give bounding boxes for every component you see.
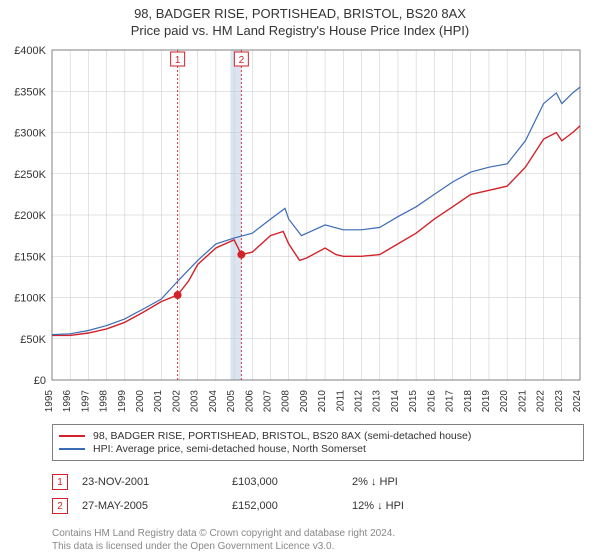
marker-price-1: £103,000 bbox=[232, 476, 352, 488]
legend-label-hpi: HPI: Average price, semi-detached house,… bbox=[93, 443, 366, 455]
svg-text:2010: 2010 bbox=[317, 390, 328, 413]
svg-text:2000: 2000 bbox=[135, 390, 146, 413]
marker-price-2: £152,000 bbox=[232, 500, 352, 512]
footer: Contains HM Land Registry data © Crown c… bbox=[52, 528, 395, 553]
marker-date-1: 23-NOV-2001 bbox=[82, 476, 232, 488]
svg-text:2005: 2005 bbox=[226, 390, 237, 413]
title-line1: 98, BADGER RISE, PORTISHEAD, BRISTOL, BS… bbox=[0, 6, 600, 21]
svg-text:2012: 2012 bbox=[354, 390, 365, 413]
svg-text:2001: 2001 bbox=[153, 390, 164, 413]
svg-text:£250K: £250K bbox=[14, 169, 46, 181]
svg-text:2009: 2009 bbox=[299, 390, 310, 413]
svg-text:2013: 2013 bbox=[372, 390, 383, 413]
legend-swatch-hpi bbox=[59, 448, 85, 450]
chart-container: 98, BADGER RISE, PORTISHEAD, BRISTOL, BS… bbox=[0, 0, 600, 560]
svg-text:2: 2 bbox=[239, 55, 245, 66]
svg-text:2003: 2003 bbox=[190, 390, 201, 413]
svg-text:£50K: £50K bbox=[20, 334, 46, 346]
svg-text:2011: 2011 bbox=[335, 390, 346, 412]
svg-text:2024: 2024 bbox=[572, 390, 583, 413]
footer-line1: Contains HM Land Registry data © Crown c… bbox=[52, 528, 395, 541]
legend-label-property: 98, BADGER RISE, PORTISHEAD, BRISTOL, BS… bbox=[93, 430, 471, 442]
svg-text:2007: 2007 bbox=[262, 390, 273, 413]
title-block: 98, BADGER RISE, PORTISHEAD, BRISTOL, BS… bbox=[0, 0, 600, 40]
marker-date-2: 27-MAY-2005 bbox=[82, 500, 232, 512]
svg-text:1999: 1999 bbox=[117, 390, 128, 413]
svg-text:1996: 1996 bbox=[62, 390, 73, 413]
chart-area: £0£50K£100K£150K£200K£250K£300K£350K£400… bbox=[52, 50, 580, 400]
svg-text:£0: £0 bbox=[34, 375, 46, 387]
svg-text:2022: 2022 bbox=[536, 390, 547, 413]
svg-text:2015: 2015 bbox=[408, 390, 419, 413]
chart-svg: £0£50K£100K£150K£200K£250K£300K£350K£400… bbox=[52, 50, 580, 420]
svg-text:2004: 2004 bbox=[208, 390, 219, 413]
svg-text:1998: 1998 bbox=[99, 390, 110, 413]
marker-delta-2: 12% ↓ HPI bbox=[352, 500, 462, 512]
svg-text:£350K: £350K bbox=[14, 86, 46, 98]
svg-text:2002: 2002 bbox=[171, 390, 182, 413]
svg-text:£300K: £300K bbox=[14, 128, 46, 140]
title-line2: Price paid vs. HM Land Registry's House … bbox=[0, 23, 600, 38]
marker-badge-2: 2 bbox=[52, 498, 68, 514]
svg-text:2014: 2014 bbox=[390, 390, 401, 413]
marker-row-1: 1 23-NOV-2001 £103,000 2% ↓ HPI bbox=[52, 474, 572, 490]
legend-box: 98, BADGER RISE, PORTISHEAD, BRISTOL, BS… bbox=[52, 424, 584, 461]
svg-text:2017: 2017 bbox=[445, 390, 456, 413]
svg-text:2020: 2020 bbox=[499, 390, 510, 413]
svg-text:1997: 1997 bbox=[80, 390, 91, 413]
svg-text:2018: 2018 bbox=[463, 390, 474, 413]
svg-text:2023: 2023 bbox=[554, 390, 565, 413]
svg-text:2008: 2008 bbox=[281, 390, 292, 413]
svg-text:2006: 2006 bbox=[244, 390, 255, 413]
svg-text:2019: 2019 bbox=[481, 390, 492, 413]
legend-swatch-property bbox=[59, 435, 85, 437]
marker-row-2: 2 27-MAY-2005 £152,000 12% ↓ HPI bbox=[52, 498, 572, 514]
footer-line2: This data is licensed under the Open Gov… bbox=[52, 541, 395, 554]
legend-row-property: 98, BADGER RISE, PORTISHEAD, BRISTOL, BS… bbox=[59, 430, 577, 442]
svg-text:£200K: £200K bbox=[14, 210, 46, 222]
svg-text:1995: 1995 bbox=[44, 390, 55, 413]
legend-row-hpi: HPI: Average price, semi-detached house,… bbox=[59, 443, 577, 455]
marker-delta-1: 2% ↓ HPI bbox=[352, 476, 462, 488]
marker-badge-1: 1 bbox=[52, 474, 68, 490]
svg-text:£150K: £150K bbox=[14, 251, 46, 263]
svg-text:2016: 2016 bbox=[426, 390, 437, 413]
svg-text:£400K: £400K bbox=[14, 45, 46, 57]
svg-text:2021: 2021 bbox=[517, 390, 528, 413]
svg-text:£100K: £100K bbox=[14, 293, 46, 305]
svg-text:1: 1 bbox=[175, 55, 181, 66]
